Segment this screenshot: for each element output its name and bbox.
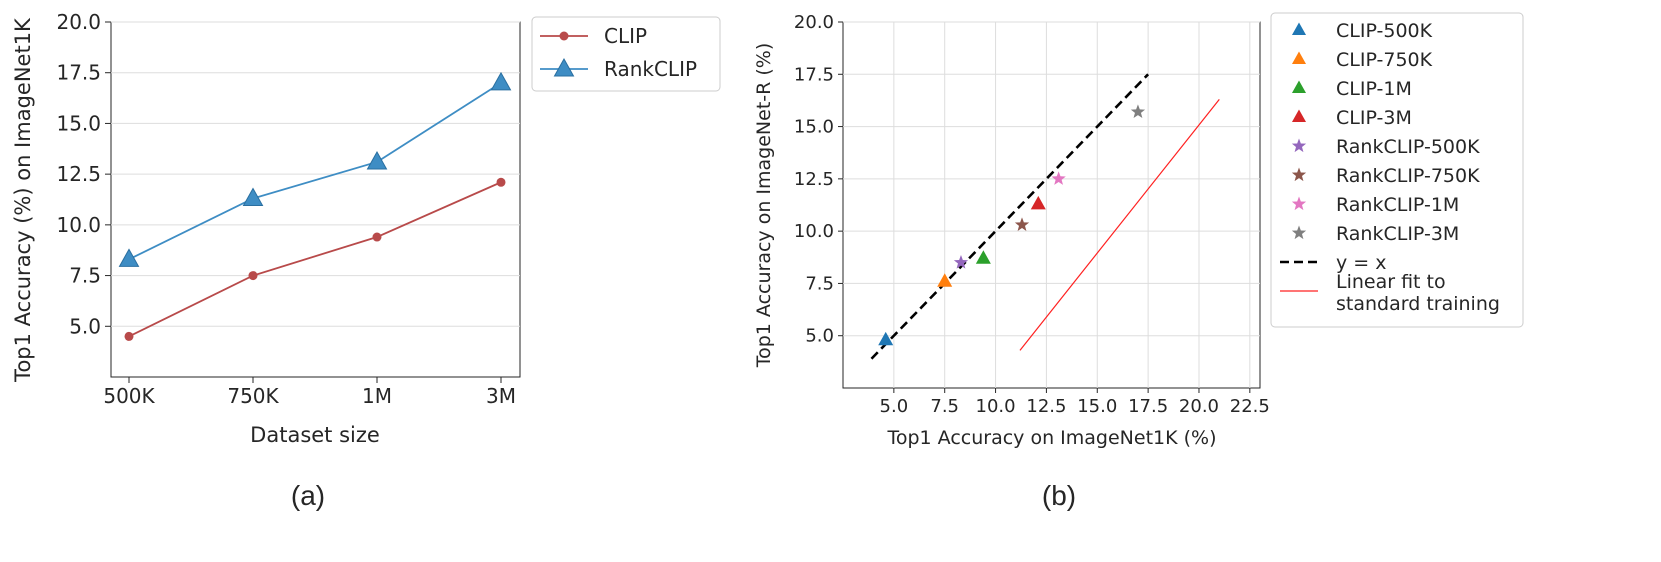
series-line — [128, 181, 502, 338]
point-clip-750k — [937, 273, 953, 287]
panel-a-y-tick-label: 15.0 — [56, 111, 101, 135]
legend-label: CLIP-3M — [1336, 107, 1412, 129]
panel-b-x-axis-label: Top1 Accuracy on ImageNet1K (%) — [886, 427, 1216, 449]
panel-b-legend: CLIP-500K CLIP-750K CLIP-1M CLIP-3M RankCLIP… — [1270, 12, 1524, 328]
panel-b-y-tick-label: 15.0 — [794, 117, 834, 138]
legend-label: CLIP-1M — [1336, 78, 1412, 100]
legend-label: CLIP-750K — [1336, 49, 1433, 71]
panel-b-scatter-chart: 5.0 7.5 10.0 12.5 15.0 17.5 20.0 5.0 7.5 10.0 12.… — [753, 12, 1524, 511]
legend-label: CLIP — [604, 24, 647, 48]
legend-label: Linear fit to — [1336, 271, 1446, 293]
panel-a-y-tick-label: 10.0 — [56, 213, 101, 237]
panel-b-y-tick-label: 5.0 — [805, 326, 834, 347]
panel-b-x-tick-label: 7.5 — [930, 396, 959, 417]
panel-b-x-tick-label: 5.0 — [880, 396, 909, 417]
legend-marker-clip-500k — [1291, 22, 1307, 36]
data-point — [372, 232, 382, 242]
panel-b-x-tick-label: 17.5 — [1128, 396, 1168, 417]
point-rankclip-3m — [1130, 104, 1146, 118]
data-point — [248, 271, 258, 281]
legend-marker-clip-3m — [1291, 109, 1307, 123]
data-point — [124, 331, 134, 341]
panel-b-x-tick-label: 15.0 — [1077, 396, 1117, 417]
legend-marker-rankclip-1m — [1291, 196, 1307, 211]
panel-a-y-tick-label: 20.0 — [56, 10, 101, 34]
legend-label: standard training — [1336, 293, 1500, 315]
data-point — [496, 177, 506, 187]
legend-marker-rankclip — [553, 57, 575, 77]
panel-a-y-axis-label: Top1 Accuracy (%) on ImageNet1K — [11, 17, 35, 383]
point-rankclip-750k — [1014, 217, 1030, 231]
panel-b-legend-box — [1270, 12, 1524, 328]
data-point — [490, 71, 512, 91]
legend-marker-clip — [559, 31, 569, 41]
panel-a-line-chart: 5.07.510.012.515.017.520.0 500K 750K 1M 3M … — [11, 10, 721, 511]
panel-b-y-ticks: 5.0 7.5 10.0 12.5 15.0 17.5 20.0 — [794, 12, 843, 347]
series-rankclip — [118, 71, 512, 267]
panel-a-y-tick-label: 7.5 — [69, 264, 101, 288]
linear-fit-line — [1019, 99, 1220, 351]
legend-marker-clip-1m — [1291, 80, 1307, 94]
point-rankclip-500k — [953, 255, 969, 269]
data-point — [118, 248, 140, 267]
panel-a-y-ticks: 5.0 7.5 10.0 12.5 15.0 17.5 20.0 — [56, 10, 111, 338]
panel-a-y-tick-label: 12.5 — [56, 162, 101, 186]
legend-label: RankCLIP-3M — [1336, 223, 1459, 245]
panel-b-y-tick-label: 12.5 — [794, 169, 834, 190]
panel-a-x-ticks: 500K 750K 1M 3M — [103, 377, 516, 408]
panel-b-caption: (b) — [1042, 480, 1076, 511]
legend-label: y = x — [1336, 252, 1387, 274]
panel-a-y-tick-label: 17.5 — [56, 61, 101, 85]
point-clip-3m — [1030, 195, 1046, 210]
panel-b-points — [878, 104, 1146, 346]
panel-a-gridlines — [111, 21, 520, 327]
panel-b-y-axis-label: Top1 Accuracy on ImageNet-R (%) — [753, 43, 775, 369]
panel-a-x-tick-label: 750K — [227, 384, 279, 408]
panel-b-y-tick-label: 20.0 — [794, 12, 834, 33]
legend-label: CLIP-500K — [1336, 20, 1433, 42]
legend-label: RankCLIP-500K — [1336, 136, 1480, 158]
identity-line — [870, 73, 1150, 360]
legend-label: RankCLIP — [604, 57, 697, 81]
legend-marker-rankclip-3m — [1291, 225, 1307, 240]
panel-b-x-tick-label: 22.5 — [1230, 396, 1270, 417]
panel-b-x-ticks: 5.0 7.5 10.0 12.5 15.0 17.5 20.0 22.5 — [880, 388, 1270, 417]
panel-a-y-tick-label: 5.0 — [69, 314, 101, 338]
panel-a-x-tick-label: 3M — [486, 384, 516, 408]
panel-b-x-tick-label: 20.0 — [1179, 396, 1219, 417]
panel-a-x-axis-label: Dataset size — [250, 423, 380, 447]
panel-a-series — [118, 71, 512, 341]
panel-b-plot-area — [842, 21, 1261, 389]
point-clip-500k — [878, 331, 894, 346]
point-rankclip-1m — [1051, 171, 1066, 185]
point-clip-1m — [975, 250, 991, 264]
panel-a-caption: (a) — [291, 480, 325, 511]
panel-b-reference-lines — [870, 73, 1220, 360]
panel-b-y-tick-label: 10.0 — [794, 221, 834, 242]
panel-a-plot-area — [110, 21, 521, 378]
legend-label: RankCLIP-1M — [1336, 194, 1459, 216]
series-line — [128, 82, 502, 261]
panel-b-y-tick-label: 17.5 — [794, 64, 834, 85]
legend-marker-rankclip-500k — [1291, 138, 1307, 153]
legend-label: RankCLIP-750K — [1336, 165, 1480, 187]
panel-a-legend: CLIP RankCLIP — [531, 16, 721, 92]
panel-b-gridlines — [843, 21, 1260, 388]
legend-marker-clip-750k — [1291, 51, 1307, 65]
panel-b-x-tick-label: 10.0 — [976, 396, 1016, 417]
data-point — [366, 150, 388, 170]
legend-marker-rankclip-750k — [1291, 167, 1307, 182]
panel-a-x-tick-label: 500K — [103, 384, 155, 408]
series-clip — [124, 177, 506, 341]
panel-b-y-tick-label: 7.5 — [805, 273, 834, 294]
data-point — [242, 187, 264, 206]
panel-a-x-tick-label: 1M — [362, 384, 392, 408]
panel-b-x-tick-label: 12.5 — [1026, 396, 1066, 417]
